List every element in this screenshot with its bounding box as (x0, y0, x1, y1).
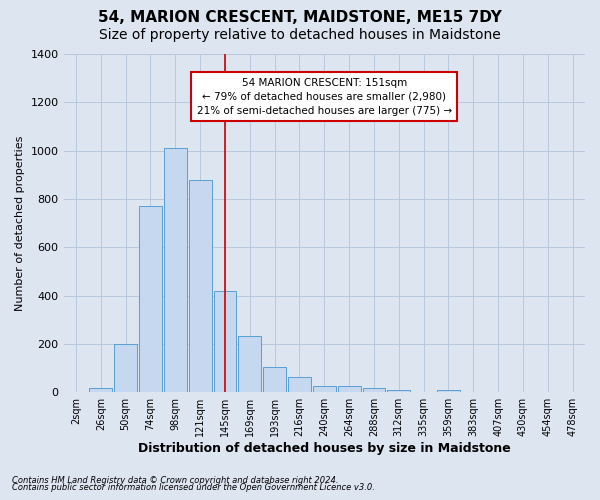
Bar (313, 386, 335, 392)
Text: 54 MARION CRESCENT: 151sqm
← 79% of detached houses are smaller (2,980)
21% of s: 54 MARION CRESCENT: 151sqm ← 79% of deta… (197, 78, 452, 116)
Bar (388, 390, 410, 392)
Bar (288, 376, 311, 392)
Text: Contains HM Land Registry data © Crown copyright and database right 2024.: Contains HM Land Registry data © Crown c… (12, 476, 338, 485)
Bar (263, 367, 286, 392)
Y-axis label: Number of detached properties: Number of detached properties (15, 136, 25, 311)
Text: 54, MARION CRESCENT, MAIDSTONE, ME15 7DY: 54, MARION CRESCENT, MAIDSTONE, ME15 7DY (98, 10, 502, 25)
Bar (338, 386, 361, 392)
Bar (188, 180, 212, 392)
Bar (362, 388, 385, 392)
Bar (214, 291, 236, 392)
Bar (139, 206, 162, 392)
X-axis label: Distribution of detached houses by size in Maidstone: Distribution of detached houses by size … (138, 442, 511, 455)
Text: Size of property relative to detached houses in Maidstone: Size of property relative to detached ho… (99, 28, 501, 42)
Bar (114, 344, 137, 393)
Text: Contains public sector information licensed under the Open Government Licence v3: Contains public sector information licen… (12, 484, 375, 492)
Bar (89, 388, 112, 392)
Bar (164, 148, 187, 392)
Bar (437, 390, 460, 392)
Bar (238, 336, 261, 392)
